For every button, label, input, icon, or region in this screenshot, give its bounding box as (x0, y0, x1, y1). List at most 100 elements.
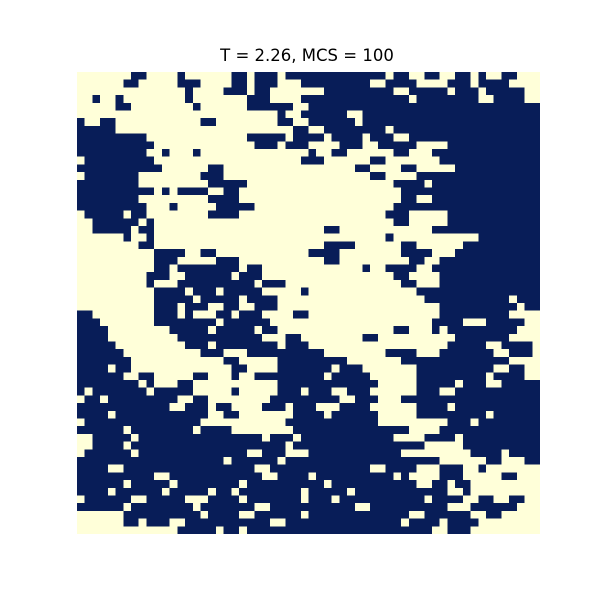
spin-cell-up (262, 102, 271, 111)
spin-cell-up (354, 164, 363, 173)
spin-cell-down (208, 356, 217, 365)
spin-cell-down (354, 233, 363, 242)
spin-cell-up (100, 356, 109, 365)
spin-cell-up (115, 457, 124, 465)
spin-cell-down (509, 510, 518, 519)
spin-cell-up (223, 303, 232, 311)
spin-cell-up (470, 310, 479, 319)
spin-cell-down (308, 164, 317, 173)
spin-cell-down (370, 349, 379, 358)
spin-cell-down (200, 226, 209, 234)
spin-cell-up (300, 141, 309, 150)
spin-cell-up (300, 441, 309, 450)
spin-cell-down (516, 356, 525, 365)
spin-cell-up (347, 449, 355, 458)
spin-cell-down (362, 503, 371, 512)
spin-cell-up (408, 503, 417, 512)
spin-cell-up (509, 272, 518, 281)
spin-cell-down (246, 403, 255, 411)
spin-cell-up (107, 480, 116, 488)
spin-cell-down (246, 118, 255, 127)
spin-cell-up (485, 195, 494, 204)
spin-cell-up (231, 457, 240, 465)
spin-cell-up (154, 303, 163, 311)
spin-cell-down (200, 356, 209, 365)
spin-cell-up (100, 403, 109, 411)
spin-cell-up (161, 510, 170, 519)
spin-cell-down (131, 95, 139, 103)
spin-cell-down (161, 279, 170, 288)
spin-cell-up (478, 464, 487, 473)
spin-cell-up (501, 295, 510, 304)
spin-cell-up (231, 364, 240, 373)
spin-cell-up (431, 318, 440, 327)
spin-cell-down (269, 187, 278, 196)
spin-cell-down (77, 72, 85, 80)
spin-cell-up (462, 87, 471, 96)
spin-cell-up (92, 164, 101, 173)
spin-cell-up (185, 426, 193, 435)
spin-cell-up (532, 133, 540, 142)
spin-cell-down (185, 110, 193, 119)
spin-cell-up (84, 464, 93, 473)
spin-cell-up (285, 457, 294, 465)
spin-cell-up (107, 187, 116, 196)
spin-cell-down (185, 372, 193, 381)
spin-cell-down (269, 310, 278, 319)
spin-cell-up (231, 187, 240, 196)
spin-cell-up (377, 87, 386, 96)
spin-cell-down (424, 79, 433, 88)
spin-cell-up (524, 303, 533, 311)
spin-cell-up (478, 495, 487, 504)
spin-cell-down (331, 349, 340, 358)
spin-cell-up (115, 95, 124, 103)
spin-cell-down (431, 164, 440, 173)
spin-cell-up (100, 433, 109, 442)
spin-cell-down (239, 264, 247, 273)
spin-cell-up (424, 356, 433, 365)
spin-cell-down (308, 195, 317, 204)
spin-cell-down (246, 149, 255, 157)
spin-cell-down (154, 72, 163, 80)
spin-cell-down (131, 249, 139, 257)
spin-cell-up (323, 495, 332, 504)
spin-cell-up (370, 102, 379, 111)
spin-cell-down (285, 156, 294, 165)
spin-cell-up (293, 387, 301, 396)
spin-cell-down (231, 149, 240, 157)
spin-cell-down (339, 164, 348, 173)
spin-cell-up (192, 410, 201, 419)
spin-cell-down (524, 518, 533, 527)
spin-cell-down (316, 179, 325, 188)
spin-cell-down (293, 249, 301, 257)
spin-cell-down (138, 526, 147, 534)
spin-cell-up (462, 410, 471, 419)
spin-cell-up (192, 457, 201, 465)
spin-cell-up (223, 356, 232, 365)
spin-cell-down (169, 210, 178, 219)
spin-cell-up (455, 318, 463, 327)
spin-cell-down (424, 472, 433, 481)
spin-cell-up (323, 464, 332, 473)
spin-cell-up (92, 441, 101, 450)
spin-cell-up (416, 526, 425, 534)
spin-cell-up (293, 510, 301, 519)
spin-cell-up (115, 102, 124, 111)
spin-cell-down (370, 310, 379, 319)
spin-cell-up (478, 172, 487, 180)
spin-cell-up (123, 380, 132, 388)
spin-cell-down (138, 125, 147, 134)
spin-cell-down (524, 495, 533, 504)
spin-cell-down (377, 202, 386, 211)
spin-cell-down (277, 226, 286, 234)
spin-cell-up (532, 433, 540, 442)
spin-cell-down (277, 410, 286, 419)
spin-cell-down (215, 287, 224, 296)
spin-cell-up (354, 495, 363, 504)
spin-cell-up (177, 249, 186, 257)
spin-cell-up (532, 256, 540, 265)
spin-cell-up (431, 179, 440, 188)
spin-cell-down (470, 464, 479, 473)
spin-cell-up (493, 279, 502, 288)
spin-cell-up (323, 125, 332, 134)
